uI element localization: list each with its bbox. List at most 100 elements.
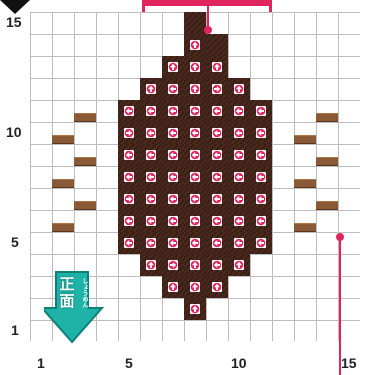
arrow-up-icon	[190, 282, 200, 292]
arrow-token-cell	[184, 210, 206, 232]
arrow-token-cell	[140, 166, 162, 188]
dark-block-cell	[206, 34, 228, 56]
grid-line-vertical	[294, 12, 295, 341]
arrow-token-cell	[118, 144, 140, 166]
grid-line-horizontal	[30, 320, 360, 321]
arrow-token-cell	[118, 122, 140, 144]
arrow-left-icon	[146, 194, 156, 204]
arrow-token-cell	[184, 78, 206, 100]
arrow-token-cell	[206, 254, 228, 276]
arrow-left-icon	[124, 172, 134, 182]
arrow-left-icon	[212, 106, 222, 116]
arrow-token-cell	[250, 232, 272, 254]
grid-line-vertical	[30, 12, 31, 341]
arrow-up-icon	[190, 40, 200, 50]
arrow-token-cell	[228, 254, 250, 276]
arrow-up-icon	[212, 62, 222, 72]
arrow-left-icon	[190, 106, 200, 116]
arrow-left-icon	[256, 150, 266, 160]
arrow-token-cell	[184, 166, 206, 188]
wood-plank-tile	[316, 113, 338, 122]
arrow-token-cell	[250, 188, 272, 210]
arrow-left-icon	[234, 172, 244, 182]
arrow-token-cell	[140, 122, 162, 144]
arrow-up-icon	[190, 260, 200, 270]
arrow-left-icon	[146, 150, 156, 160]
arrow-token-cell	[206, 276, 228, 298]
wood-plank-tile	[316, 157, 338, 166]
arrow-token-cell	[162, 100, 184, 122]
arrow-left-icon	[234, 106, 244, 116]
arrow-token-cell	[140, 100, 162, 122]
grid-line-vertical	[316, 12, 317, 341]
arrow-left-icon	[124, 216, 134, 226]
arrow-token-cell	[118, 100, 140, 122]
dark-block-cell	[184, 12, 206, 34]
top-pointer-box-right	[269, 0, 272, 12]
arrow-left-icon	[146, 238, 156, 248]
bottom-pointer-dot	[336, 233, 344, 241]
x-axis-label: 15	[341, 355, 357, 371]
arrow-token-cell	[228, 78, 250, 100]
arrow-up-icon	[234, 84, 244, 94]
wood-plank-tile	[316, 201, 338, 210]
arrow-token-cell	[162, 210, 184, 232]
arrow-left-icon	[234, 150, 244, 160]
arrow-right-icon	[168, 260, 178, 270]
arrow-token-cell	[118, 188, 140, 210]
placement-grid	[30, 12, 360, 341]
arrow-token-cell	[206, 166, 228, 188]
arrow-token-cell	[250, 122, 272, 144]
y-axis-label: 10	[6, 124, 22, 140]
arrow-left-icon	[256, 172, 266, 182]
arrow-token-cell	[162, 232, 184, 254]
arrow-up-icon	[146, 84, 156, 94]
arrow-token-cell	[162, 122, 184, 144]
arrow-right-icon	[124, 194, 134, 204]
down-arrow-icon	[39, 271, 105, 344]
arrow-token-cell	[206, 122, 228, 144]
arrow-left-icon	[234, 216, 244, 226]
arrow-token-cell	[162, 254, 184, 276]
arrow-token-cell	[118, 232, 140, 254]
arrow-left-icon	[124, 150, 134, 160]
arrow-token-cell	[228, 232, 250, 254]
y-axis-label: 5	[11, 234, 19, 250]
arrow-right-icon	[124, 128, 134, 138]
arrow-up-icon	[190, 62, 200, 72]
arrow-token-cell	[228, 210, 250, 232]
arrow-token-cell	[162, 144, 184, 166]
arrow-token-cell	[140, 210, 162, 232]
arrow-token-cell	[184, 100, 206, 122]
arrow-left-icon	[234, 194, 244, 204]
arrow-left-icon	[190, 194, 200, 204]
arrow-token-cell	[184, 232, 206, 254]
grid-line-vertical	[74, 12, 75, 341]
arrow-left-icon	[212, 194, 222, 204]
wood-plank-tile	[52, 223, 74, 232]
arrow-left-icon	[190, 150, 200, 160]
arrow-left-icon	[168, 84, 178, 94]
arrow-token-cell	[184, 122, 206, 144]
arrow-left-icon	[234, 238, 244, 248]
arrow-up-icon	[168, 282, 178, 292]
arrow-token-cell	[162, 56, 184, 78]
arrow-token-cell	[140, 78, 162, 100]
arrow-left-icon	[124, 238, 134, 248]
wood-plank-tile	[294, 179, 316, 188]
arrow-left-icon	[212, 150, 222, 160]
top-pointer-dot	[204, 26, 212, 34]
arrow-token-cell	[250, 144, 272, 166]
arrow-token-cell	[140, 144, 162, 166]
arrow-token-cell	[206, 232, 228, 254]
arrow-left-icon	[256, 238, 266, 248]
arrow-left-icon	[168, 238, 178, 248]
arrow-token-cell	[184, 254, 206, 276]
arrow-up-icon	[190, 304, 200, 314]
wood-plank-tile	[294, 135, 316, 144]
arrow-left-icon	[256, 106, 266, 116]
arrow-left-icon	[146, 216, 156, 226]
arrow-token-cell	[206, 188, 228, 210]
arrow-token-cell	[184, 188, 206, 210]
